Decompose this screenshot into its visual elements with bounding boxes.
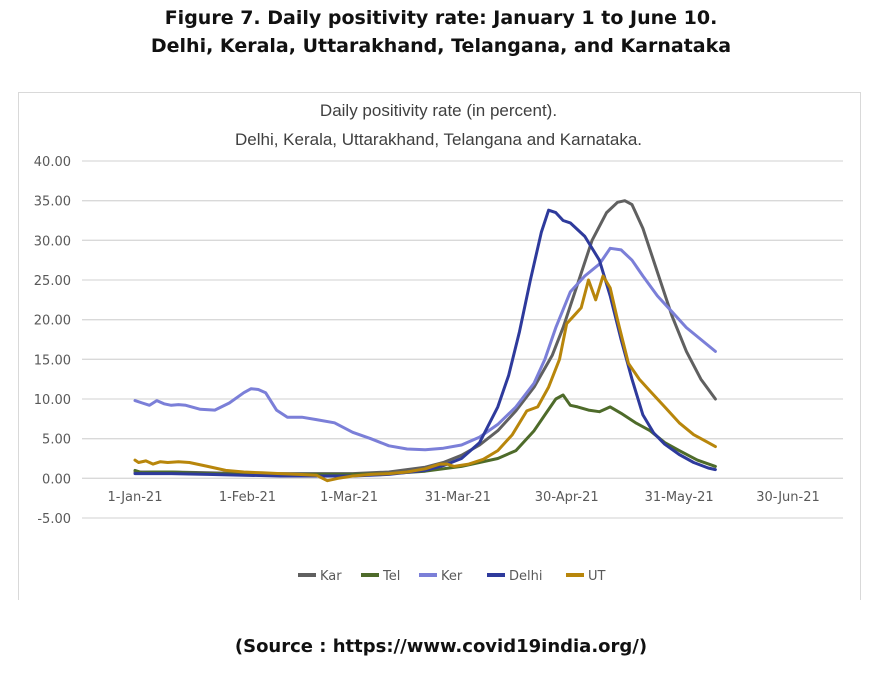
y-tick-label: 0.00 [42,472,71,487]
legend-item-ut: UT [566,569,606,584]
x-tick-label: 30-Jun-21 [756,490,820,505]
x-tick-label: 31-May-21 [645,490,714,505]
x-tick-label: 1-Jan-21 [108,490,163,505]
legend-label: Delhi [509,569,542,584]
x-tick-label: 1-Feb-21 [219,490,276,505]
chart-area [18,92,861,600]
legend-label: Kar [320,569,342,584]
legend-label: UT [588,569,606,584]
legend-label: Ker [441,569,463,584]
source-caption: (Source : https://www.covid19india.org/) [234,636,648,657]
chart-subtitle: Delhi, Kerala, Uttarakhand, Telangana an… [234,130,642,149]
x-tick-label: 31-Mar-21 [425,490,491,505]
legend-item-delhi: Delhi [487,569,542,584]
x-tick-label: 1-Mar-21 [320,490,378,505]
series-line-kar [133,199,717,476]
legend-label: Tel [382,569,400,584]
series-line-ker [133,246,717,452]
series-line-delhi [133,208,717,478]
chart-title-line-1: Daily positivity rate (in percent). [319,101,558,120]
legend-item-kar: Kar [298,569,342,584]
y-tick-label: 10.00 [34,393,71,408]
legend-item-ker: Ker [419,569,463,584]
y-tick-label: 40.00 [34,155,71,170]
legend-item-tel: Tel [361,569,400,584]
y-tick-label: 15.00 [34,353,71,368]
y-tick-label: 35.00 [34,195,71,210]
y-tick-label: 20.00 [34,314,71,329]
series-line-ut [133,274,717,483]
y-tick-label: 25.00 [34,274,71,289]
figure-title-line-1: Figure 7. Daily positivity rate: January… [164,7,718,29]
y-tick-label: 5.00 [42,433,71,448]
x-axis-tick-labels: 1-Jan-21 1-Feb-21 1-Mar-21 31-Mar-21 30-Apr-… [108,490,820,505]
x-tick-label: 30-Apr-21 [535,490,599,505]
y-axis-tick-labels: 40.00 35.00 30.00 25.00 20.00 15.00 10.00 5.00 0… [34,155,71,527]
legend: Kar Tel Ker Delhi UT [298,569,606,584]
series-lines [133,199,717,483]
figure-title-line-2: Delhi, Kerala, Uttarakhand, Telangana, a… [150,35,732,57]
chart-title: Daily positivity rate (in percent). Delh… [18,96,859,154]
y-tick-label: 30.00 [34,234,71,249]
y-tick-label: -5.00 [37,512,71,527]
figure-title: Figure 7. Daily positivity rate: January… [0,4,882,60]
